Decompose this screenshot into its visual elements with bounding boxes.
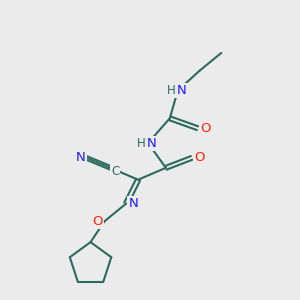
Text: O: O [200, 122, 211, 135]
Text: O: O [194, 152, 205, 164]
Text: N: N [177, 84, 187, 97]
Text: N: N [147, 136, 157, 150]
Text: C: C [111, 165, 119, 178]
Text: H: H [137, 136, 146, 150]
Text: N: N [128, 197, 138, 210]
Text: O: O [92, 215, 103, 228]
Text: N: N [76, 152, 86, 164]
Text: H: H [167, 84, 175, 97]
